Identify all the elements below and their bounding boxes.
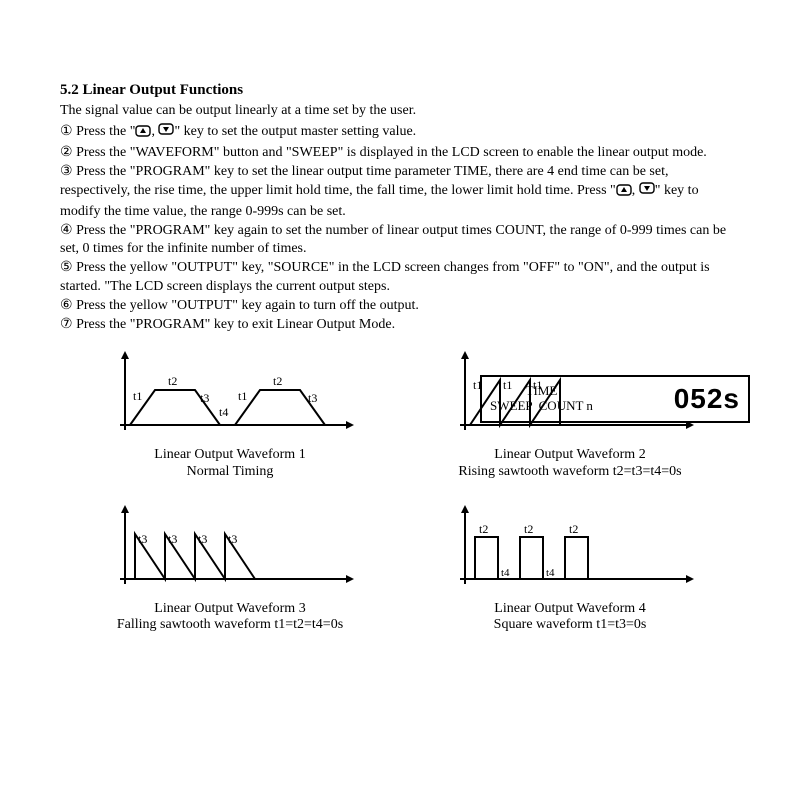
step-text: Press the "PROGRAM" key to exit Linear O… xyxy=(76,317,395,332)
waveform-3-caption: Linear Output Waveform 3 Falling sawtoot… xyxy=(80,601,380,635)
t3-label-2: t3 xyxy=(168,532,177,546)
down-key-icon xyxy=(639,182,655,203)
caption-line: Linear Output Waveform 2 xyxy=(420,447,720,464)
waveform-2-svg: t1 t1 t1 xyxy=(440,345,700,445)
t3-label: t3 xyxy=(138,532,147,546)
waveform-diagrams: t1 t2 t3 t4 t1 t2 t3 Linear Output Wavef… xyxy=(60,345,740,634)
step-number: ⑤ xyxy=(60,260,73,275)
t1-label: t1 xyxy=(133,389,142,403)
step-number: ⑥ xyxy=(60,298,73,313)
section-title: 5.2 Linear Output Functions xyxy=(60,80,740,100)
step-7: ⑦ Press the "PROGRAM" key to exit Linear… xyxy=(60,316,740,335)
t3-label: t3 xyxy=(200,391,209,405)
step-text: Press the " xyxy=(76,124,135,139)
t1-label-2: t1 xyxy=(503,378,512,392)
step-number: ④ xyxy=(60,223,73,238)
waveform-2-caption: Linear Output Waveform 2 Rising sawtooth… xyxy=(420,447,720,481)
waveform-4-caption: Linear Output Waveform 4 Square waveform… xyxy=(420,601,720,635)
caption-line: Falling sawtooth waveform t1=t2=t4=0s xyxy=(80,617,380,634)
t3-label-2: t3 xyxy=(308,391,317,405)
waveform-3-svg: t3 t3 t3 t3 xyxy=(100,499,360,599)
waveform-1-svg: t1 t2 t3 t4 t1 t2 t3 xyxy=(100,345,360,445)
step-number: ② xyxy=(60,145,73,160)
step-text: Press the "PROGRAM" key again to set the… xyxy=(60,223,726,257)
t2-label: t2 xyxy=(168,374,177,388)
step-4: ④ Press the "PROGRAM" key again to set t… xyxy=(60,222,740,260)
caption-line: Rising sawtooth waveform t2=t3=t4=0s xyxy=(420,464,720,481)
step-number: ① xyxy=(60,124,73,139)
step-2: ② Press the "WAVEFORM" button and "SWEEP… xyxy=(60,144,740,163)
section-intro: The signal value can be output linearly … xyxy=(60,102,740,121)
waveform-3: t3 t3 t3 t3 Linear Output Waveform 3 Fal… xyxy=(80,499,380,635)
steps-block: ① Press the ", " key to set the output m… xyxy=(60,123,740,335)
step-5: ⑤ Press the yellow "OUTPUT" key, "SOURCE… xyxy=(60,259,740,297)
step-3: ③ Press the "PROGRAM" key to set the lin… xyxy=(60,163,740,222)
step-6: ⑥ Press the yellow "OUTPUT" key again to… xyxy=(60,297,740,316)
step-number: ③ xyxy=(60,164,73,179)
t1-label-3: t1 xyxy=(533,378,542,392)
t3-label-4: t3 xyxy=(228,532,237,546)
caption-line: Normal Timing xyxy=(80,464,380,481)
document-page: 5.2 Linear Output Functions The signal v… xyxy=(0,0,800,674)
key-separator: , xyxy=(151,124,158,139)
up-key-icon xyxy=(616,182,632,203)
waveform-4: t2 t2 t2 t4 t4 Linear Output Waveform 4 … xyxy=(420,499,720,635)
t4-label: t4 xyxy=(501,567,510,579)
key-separator: , xyxy=(632,183,639,198)
step-text: " key to set the output master setting v… xyxy=(174,124,416,139)
step-text: Press the "WAVEFORM" button and "SWEEP" … xyxy=(76,145,707,160)
waveform-4-svg: t2 t2 t2 t4 t4 xyxy=(440,499,700,599)
t2-label: t2 xyxy=(479,522,488,536)
t2-label-3: t2 xyxy=(569,522,578,536)
caption-line: Linear Output Waveform 4 xyxy=(420,601,720,618)
t1-label: t1 xyxy=(473,378,482,392)
step-number: ⑦ xyxy=(60,317,73,332)
caption-line: Linear Output Waveform 3 xyxy=(80,601,380,618)
t4-label: t4 xyxy=(219,405,228,419)
up-key-icon xyxy=(135,123,151,144)
t1-label-2: t1 xyxy=(238,389,247,403)
caption-line: Square waveform t1=t3=0s xyxy=(420,617,720,634)
t2-label-2: t2 xyxy=(524,522,533,536)
step-text: Press the yellow "OUTPUT" key, "SOURCE" … xyxy=(60,260,710,294)
waveform-1: t1 t2 t3 t4 t1 t2 t3 Linear Output Wavef… xyxy=(80,345,380,481)
t2-label-2: t2 xyxy=(273,374,282,388)
t3-label-3: t3 xyxy=(198,532,207,546)
step-text: Press the "PROGRAM" key to set the linea… xyxy=(60,164,668,198)
waveform-1-caption: Linear Output Waveform 1 Normal Timing xyxy=(80,447,380,481)
waveform-2: t1 t1 t1 Linear Output Waveform 2 Rising… xyxy=(420,345,720,481)
caption-line: Linear Output Waveform 1 xyxy=(80,447,380,464)
step-text: Press the yellow "OUTPUT" key again to t… xyxy=(76,298,419,313)
step-1: ① Press the ", " key to set the output m… xyxy=(60,123,740,144)
t4-label-2: t4 xyxy=(546,567,555,579)
down-key-icon xyxy=(158,123,174,144)
